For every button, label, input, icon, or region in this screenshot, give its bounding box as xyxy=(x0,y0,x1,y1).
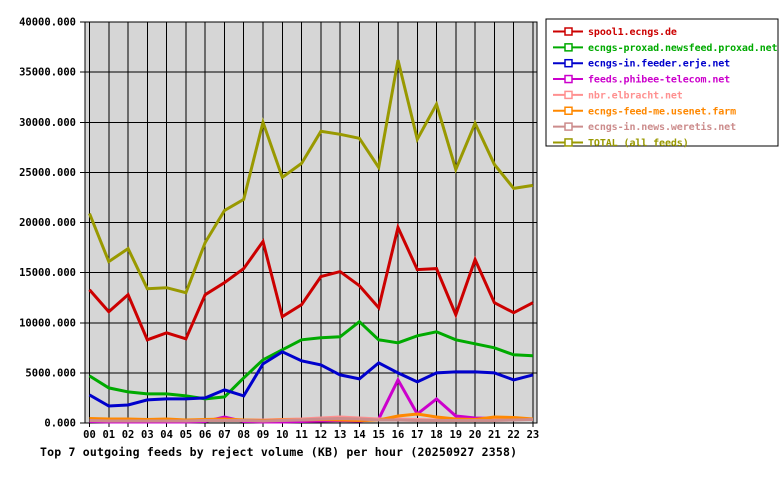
chart-title: Top 7 outgoing feeds by reject volume (K… xyxy=(40,445,518,459)
x-tick-label: 02 xyxy=(122,429,135,441)
x-tick-label: 06 xyxy=(199,429,212,441)
y-tick-label: 10000.000 xyxy=(19,317,76,329)
legend-marker-square xyxy=(564,106,573,115)
y-tick-label: 5000.000 xyxy=(25,367,76,379)
legend-label: ecngs-in.feeder.erje.net xyxy=(588,58,730,70)
x-tick-label: 09 xyxy=(257,429,270,441)
legend-marker-square xyxy=(564,90,573,100)
x-tick-label: 17 xyxy=(411,429,424,441)
legend-label: TOTAL (all feeds) xyxy=(588,138,689,149)
series-lines xyxy=(88,59,534,424)
legend-marker-square xyxy=(564,122,573,131)
x-tick-label: 08 xyxy=(237,429,250,441)
legend-marker-square xyxy=(564,58,573,68)
gridlines xyxy=(85,22,537,423)
legend-item-ecngs-in-feeder-erje-net: ecngs-in.feeder.erje.net xyxy=(553,58,730,70)
axis-ticks xyxy=(80,21,534,427)
x-tick-label: 16 xyxy=(392,429,405,441)
y-tick-label: 20000.000 xyxy=(19,217,76,229)
x-tick-label: 01 xyxy=(102,429,115,441)
x-tick-label: 07 xyxy=(218,429,231,441)
x-axis-labels: 00 01 02 03 04 05 06 07 08 09 10 11 12 13 14 15 16 17 18 19… xyxy=(83,429,539,441)
legend-marker-square xyxy=(564,27,573,36)
y-tick-label: 40000.000 xyxy=(19,17,76,29)
legend: spool1.ecngs.de ecngs-proxad.newsfeed.pro… xyxy=(545,18,779,149)
legend-marker-square xyxy=(564,43,573,52)
legend-item-ecngs-proxad-newsfeed-proxad-net: ecngs-proxad.newsfeed.proxad.net xyxy=(553,43,778,54)
legend-label: feeds.phibee-telecom.net xyxy=(588,74,730,86)
legend-item-spool1-ecngs-de: spool1.ecngs.de xyxy=(553,27,677,38)
y-tick-label: 35000.000 xyxy=(19,67,76,79)
series-spool1-ecngs-de xyxy=(88,222,534,342)
x-tick-label: 11 xyxy=(295,429,308,441)
y-tick-label: 25000.000 xyxy=(19,167,76,179)
legend-item-feeds-phibee-telecom-net: feeds.phibee-telecom.net xyxy=(553,74,730,86)
x-tick-label: 15 xyxy=(372,429,385,441)
x-tick-label: 19 xyxy=(449,429,462,441)
x-tick-label: 20 xyxy=(469,429,482,441)
x-tick-label: 10 xyxy=(276,429,289,441)
y-tick-label: 30000.000 xyxy=(19,117,76,129)
y-tick-label: 15000.000 xyxy=(19,267,76,279)
x-tick-label: 00 xyxy=(83,429,96,441)
legend-label: ecngs-in.news.weretis.net xyxy=(588,121,736,133)
x-tick-label: 04 xyxy=(160,429,173,441)
y-axis-labels: 0.000 5000.000 10000.000 15000.000 20000.000… xyxy=(19,17,76,430)
legend-item-total-all-feeds: TOTAL (all feeds) xyxy=(553,138,689,149)
y-tick-label: 0.000 xyxy=(44,418,76,430)
legend-marker-square xyxy=(564,74,573,84)
legend-item-ecngs-in-news-weretis-net: ecngs-in.news.weretis.net xyxy=(553,121,736,133)
legend-label: ecngs-proxad.newsfeed.proxad.net xyxy=(588,43,778,54)
x-tick-label: 05 xyxy=(180,429,193,441)
legend-label: nbr.elbracht.net xyxy=(588,90,683,101)
legend-label: spool1.ecngs.de xyxy=(588,27,677,38)
x-tick-label: 03 xyxy=(141,429,154,441)
x-tick-label: 23 xyxy=(527,429,540,441)
series-ecngs-proxad-newsfeed-proxad-net xyxy=(88,319,533,401)
x-tick-label: 14 xyxy=(353,429,366,441)
x-tick-label: 13 xyxy=(334,429,347,441)
legend-box xyxy=(545,18,779,147)
legend-item-nbr-elbracht-net: nbr.elbracht.net xyxy=(553,90,683,101)
series-ecngs-in-news-weretis-net xyxy=(89,416,533,423)
legend-label: ecngs-feed-me.usenet.farm xyxy=(588,106,736,117)
series-total-all-feeds xyxy=(88,59,534,295)
x-tick-label: 12 xyxy=(315,429,328,441)
series-ecngs-in-feeder-erje-net xyxy=(88,350,534,408)
legend-item-ecngs-feed-me-usenet-farm: ecngs-feed-me.usenet.farm xyxy=(553,106,736,117)
legend-marker-square xyxy=(564,138,573,147)
x-tick-label: 22 xyxy=(507,429,520,441)
x-tick-label: 18 xyxy=(430,429,443,441)
x-tick-label: 21 xyxy=(488,429,501,441)
